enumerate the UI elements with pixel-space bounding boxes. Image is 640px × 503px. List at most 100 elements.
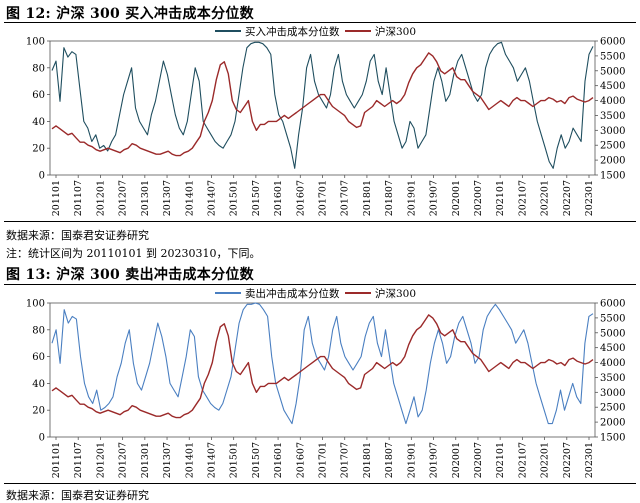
x-tick-label: 201501 [229, 442, 240, 478]
x-tick-label: 201101 [51, 442, 62, 478]
figure-12-top-rule [4, 22, 636, 23]
right-tick-label: 2500 [600, 403, 625, 414]
x-tick-label: 201207 [118, 442, 129, 478]
x-tick-label: 201901 [406, 180, 417, 216]
x-tick-label: 201601 [273, 180, 284, 216]
left-tick-label: 80 [32, 63, 45, 74]
figure-12-title: 图 12: 沪深 300 买入冲击成本分位数 [6, 6, 254, 22]
x-tick-label: 201301 [140, 180, 151, 216]
x-tick-label: 202101 [495, 180, 506, 216]
x-tick-label: 202007 [473, 180, 484, 216]
x-tick-label: 201301 [140, 442, 151, 478]
left-tick-label: 60 [32, 90, 45, 101]
x-tick-label: 201407 [206, 442, 217, 478]
legend-label: 沪深300 [375, 287, 416, 300]
right-tick-label: 3500 [600, 111, 625, 122]
legend-label: 买入冲击成本分位数 [245, 25, 340, 38]
legend-label: 沪深300 [375, 25, 416, 38]
x-tick-label: 202301 [584, 180, 595, 216]
x-tick-label: 201607 [295, 442, 306, 478]
figure-12-bottom-rule [4, 221, 636, 222]
x-tick-label: 201607 [295, 180, 306, 216]
x-tick-label: 201807 [384, 180, 395, 216]
x-tick-label: 201307 [162, 442, 173, 478]
right-tick-label: 3000 [600, 126, 625, 137]
left-tick-label: 80 [32, 325, 45, 336]
x-tick-label: 201801 [362, 180, 373, 216]
right-tick-label: 5500 [600, 313, 625, 324]
right-tick-label: 4500 [600, 343, 625, 354]
x-tick-label: 202207 [562, 180, 573, 216]
right-tick-label: 3000 [600, 388, 625, 399]
x-tick-label: 202107 [517, 442, 528, 478]
left-tick-label: 100 [26, 299, 45, 310]
right-tick-label: 4000 [600, 96, 625, 107]
series-line-1 [51, 314, 594, 419]
right-tick-label: 2000 [600, 418, 625, 429]
plot-frame [49, 302, 596, 438]
series-line-1 [51, 52, 594, 157]
right-tick-label: 6000 [600, 37, 625, 48]
left-tick-label: 100 [26, 37, 45, 48]
x-tick-label: 202301 [584, 442, 595, 478]
figure-13-title: 图 13: 沪深 300 卖出冲击成本分位数 [6, 267, 254, 283]
left-tick-label: 0 [39, 171, 45, 182]
x-tick-label: 201207 [118, 180, 129, 216]
x-tick-label: 202001 [451, 442, 462, 478]
x-tick-label: 202107 [517, 180, 528, 216]
sell-impact-cost-chart: 0 20 40 60 80 100 1500 2000 2500 3000 3500 4000 4500… [26, 287, 626, 478]
x-tick-label: 201307 [162, 180, 173, 216]
right-tick-label: 5000 [600, 328, 625, 339]
x-tick-label: 201701 [318, 442, 329, 478]
x-tick-label: 201907 [429, 180, 440, 216]
x-tick-label: 201707 [340, 180, 351, 216]
x-tick-label: 201107 [73, 180, 84, 216]
left-tick-label: 0 [39, 433, 45, 444]
x-tick-label: 201901 [406, 442, 417, 478]
right-tick-label: 3500 [600, 373, 625, 384]
left-tick-label: 60 [32, 352, 45, 363]
right-tick-label: 4000 [600, 358, 625, 369]
x-tick-label: 201401 [184, 442, 195, 478]
x-tick-label: 201401 [184, 180, 195, 216]
x-tick-label: 202001 [451, 180, 462, 216]
series-line-0 [51, 41, 594, 169]
right-tick-label: 4500 [600, 81, 625, 92]
right-tick-label: 6000 [600, 299, 625, 310]
legend-label: 卖出冲击成本分位数 [245, 287, 340, 300]
figure-12-source: 数据来源：国泰君安证券研究 [6, 229, 149, 242]
series-line-0 [51, 302, 594, 425]
right-tick-label: 5500 [600, 51, 625, 62]
x-tick-label: 201807 [384, 442, 395, 478]
x-tick-label: 202201 [540, 180, 551, 216]
x-tick-label: 201201 [95, 180, 106, 216]
right-tick-label: 1500 [600, 433, 625, 444]
x-tick-label: 201907 [429, 442, 440, 478]
x-tick-label: 201501 [229, 180, 240, 216]
right-tick-label: 2000 [600, 156, 625, 167]
buy-impact-cost-chart: 0 20 40 60 80 100 1500 2000 2500 3000 3500 4000 4500… [26, 25, 626, 216]
left-tick-label: 20 [32, 144, 45, 155]
right-tick-label: 5000 [600, 66, 625, 77]
right-tick-label: 2500 [600, 141, 625, 152]
x-tick-label: 201507 [251, 180, 262, 216]
x-tick-label: 201701 [318, 180, 329, 216]
x-tick-label: 201801 [362, 442, 373, 478]
x-tick-label: 202101 [495, 442, 506, 478]
x-tick-label: 201601 [273, 442, 284, 478]
x-tick-label: 202007 [473, 442, 484, 478]
x-tick-label: 201707 [340, 442, 351, 478]
left-tick-label: 40 [32, 379, 45, 390]
x-tick-label: 202207 [562, 442, 573, 478]
left-tick-label: 20 [32, 406, 45, 417]
x-tick-label: 202201 [540, 442, 551, 478]
figure-13-source: 数据来源：国泰君安证券研究 [6, 489, 149, 502]
right-tick-label: 1500 [600, 171, 625, 182]
x-tick-label: 201201 [95, 442, 106, 478]
left-tick-label: 40 [32, 117, 45, 128]
x-tick-label: 201101 [51, 180, 62, 216]
x-tick-label: 201507 [251, 442, 262, 478]
plot-frame [49, 40, 596, 176]
figure-13-bottom-rule [4, 483, 636, 484]
figure-13-top-rule [4, 284, 636, 285]
